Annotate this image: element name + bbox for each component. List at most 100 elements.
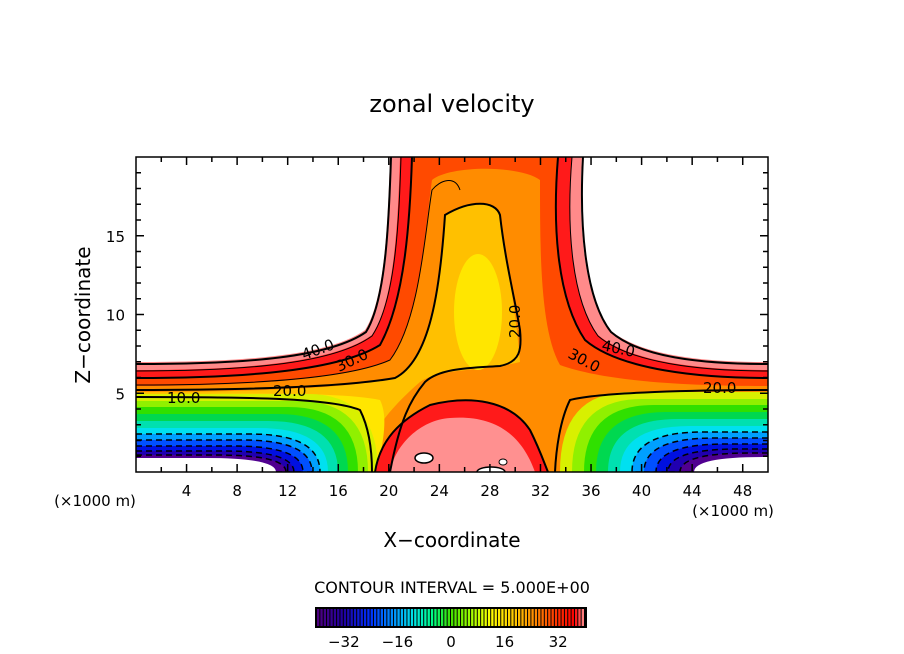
y-tick-labels: 5 10 15: [106, 228, 125, 404]
colorbar-swatch: [504, 609, 507, 626]
x-tick-labels: 4 8 12 16 20 24 28 32 36 40 44 48: [182, 482, 752, 500]
colorbar-swatch: [538, 609, 541, 626]
colorbar-swatch: [464, 609, 467, 626]
colorbar-swatch: [544, 609, 548, 626]
x-tick-label: 12: [278, 482, 297, 500]
colorbar-swatch: [353, 609, 357, 626]
colorbar-swatch: [384, 609, 387, 626]
colorbar-swatch: [481, 609, 484, 626]
colorbar-swatch: [554, 609, 558, 626]
colorbar-swatch: [343, 609, 347, 626]
colorbar-swatch: [330, 609, 333, 626]
colorbar-swatch: [434, 609, 437, 626]
colorbar-swatch: [474, 609, 477, 626]
colorbar-swatch: [380, 609, 383, 626]
colorbar-swatch: [404, 609, 407, 626]
colorbar-swatch: [467, 609, 471, 626]
colorbar-swatch: [350, 609, 353, 626]
x-tick-label: 36: [581, 482, 600, 500]
colorbar-swatch: [357, 609, 360, 626]
colorbar-swatch: [461, 609, 464, 626]
colorbar-swatch: [333, 609, 337, 626]
x-tick-label: 8: [232, 482, 242, 500]
contour-lines: [136, 157, 768, 472]
colorbar-swatch: [437, 609, 440, 626]
chart-title: zonal velocity: [369, 90, 534, 118]
colorbar-swatch: [430, 609, 434, 626]
colorbar-swatch: [377, 609, 380, 626]
colorbar-swatch: [471, 609, 474, 626]
colorbar-swatch: [514, 609, 517, 626]
colorbar-swatch: [387, 609, 390, 626]
colorbar-swatch: [390, 609, 394, 626]
colorbar-swatch: [571, 609, 574, 626]
colorbar-swatch: [370, 609, 373, 626]
colorbar-swatch: [320, 609, 323, 626]
colorbar-swatch: [457, 609, 461, 626]
colorbar-swatch: [373, 609, 377, 626]
colorbar-swatch: [528, 609, 531, 626]
colorbar-swatch: [420, 609, 424, 626]
colorbar-swatch: [524, 609, 528, 626]
colorbar: [315, 607, 587, 628]
negative-band: [136, 458, 276, 472]
colorbar-swatch: [564, 609, 568, 626]
colorbar-swatch: [581, 609, 584, 626]
contour-label: 20.0: [506, 305, 524, 338]
colorbar-swatch: [327, 609, 330, 626]
colorbar-swatch: [507, 609, 511, 626]
x-unit-label-left: (×1000 m): [54, 492, 136, 510]
x-tick-label: 4: [182, 482, 192, 500]
colorbar-swatch: [518, 609, 521, 626]
colorbar-swatch: [454, 609, 457, 626]
colorbar-swatch: [497, 609, 501, 626]
colorbar-tick-labels: −32 −16 0 16 32: [328, 633, 568, 651]
y-tick-label: 5: [115, 385, 125, 403]
colorbar-swatch: [417, 609, 420, 626]
colorbar-swatch: [487, 609, 491, 626]
x-tick-label: 48: [733, 482, 752, 500]
x-tick-label: 24: [430, 482, 449, 500]
colorbar-swatch: [360, 609, 363, 626]
colorbar-swatch: [484, 609, 487, 626]
colorbar-swatch: [541, 609, 544, 626]
contour-interval-text: CONTOUR INTERVAL = 5.000E+00: [314, 578, 590, 597]
colorbar-tick-label: 32: [549, 633, 568, 651]
colorbar-swatch: [347, 609, 350, 626]
colorbar-swatch: [491, 609, 494, 626]
colorbar-swatch: [521, 609, 524, 626]
x-axis-label: X−coordinate: [383, 528, 520, 552]
colorbar-swatch: [548, 609, 551, 626]
colorbar-swatch: [558, 609, 561, 626]
x-tick-label: 40: [632, 482, 651, 500]
colorbar-swatch: [574, 609, 578, 626]
contour-label: 10.0: [167, 389, 200, 407]
colorbar-swatch: [317, 609, 320, 626]
colorbar-swatch: [511, 609, 514, 626]
colorbar-tick-label: 0: [446, 633, 456, 651]
colorbar-swatch: [451, 609, 454, 626]
colorbar-tick-label: 16: [495, 633, 514, 651]
colorbar-swatch: [447, 609, 450, 626]
colorbar-swatch: [424, 609, 427, 626]
colorbar-swatch: [394, 609, 397, 626]
colorbar-swatch: [494, 609, 497, 626]
colorbar-swatch: [337, 609, 340, 626]
colorbar-swatch: [397, 609, 400, 626]
axis-ticks: [136, 157, 768, 472]
x-tick-label: 44: [683, 482, 702, 500]
contour-label: 20.0: [273, 382, 306, 400]
colorbar-swatch: [477, 609, 481, 626]
x-tick-label: 20: [379, 482, 398, 500]
colorbar-tick-label: −32: [328, 633, 360, 651]
colorbar-tick-label: −16: [382, 633, 414, 651]
y-tick-label: 10: [106, 307, 125, 325]
colorbar-swatch: [427, 609, 430, 626]
colorbar-swatch: [534, 609, 538, 626]
negative-band: [694, 457, 768, 472]
colorbar-swatch: [367, 609, 370, 626]
right-negative-lobe: [560, 392, 768, 472]
colorbar-swatch: [323, 609, 327, 626]
x-tick-label: 16: [329, 482, 348, 500]
